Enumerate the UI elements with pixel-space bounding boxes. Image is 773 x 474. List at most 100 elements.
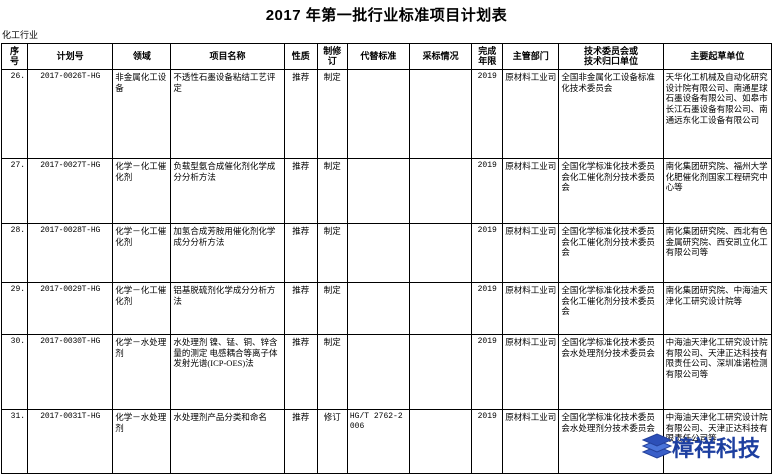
cell-adoption: [408, 281, 473, 335]
cell-field: 化学－化工催化剂: [112, 281, 172, 335]
cell-revise: 制定: [316, 222, 348, 283]
cell-replaced-standard: [346, 68, 411, 159]
table-row: 29. 2017-0029T-HG 化学－化工催化剂 铝基脱硫剂化学成分分析方法…: [0, 281, 773, 335]
header-deadline-line1: 完成: [478, 46, 497, 56]
cell-deadline: 2019: [471, 408, 504, 474]
cell-seq: 27.: [0, 157, 29, 224]
standards-plan-table: 序 号 计划号 领域 项目名称 性质 制修 订 代替标准 采标情况 完成 年限 …: [0, 43, 773, 474]
header-seq-line2: 号: [10, 56, 20, 67]
cell-replaced-standard: [346, 333, 411, 410]
cell-field: 非金属化工设备: [112, 68, 172, 159]
table-row: 27. 2017-0027T-HG 化学－化工催化剂 负载型氨合成催化剂化学成分…: [0, 157, 773, 224]
cell-department: 原材料工业司: [502, 68, 560, 159]
header-field: 领域: [112, 43, 172, 70]
cell-nature: 推荐: [283, 281, 318, 335]
cell-project-name: 负载型氨合成催化剂化学成分分析方法: [170, 157, 285, 224]
cell-technical-committee: 全国非金属化工设备标准化技术委员会: [558, 68, 664, 159]
cell-plan-no: 2017-0029T-HG: [27, 281, 114, 335]
header-plan-no: 计划号: [27, 43, 114, 70]
cell-technical-committee: 全国化学标准化技术委员会化工催化剂分技术委员会: [558, 222, 664, 283]
cell-deadline: 2019: [471, 333, 504, 410]
table-row: 28. 2017-0028T-HG 化学－化工催化剂 加氢合成芳胺用催化剂化学成…: [0, 222, 773, 283]
cell-field: 化学－水处理剂: [112, 408, 172, 474]
header-deadline-line2: 年限: [478, 56, 497, 67]
cell-technical-committee: 全国化学标准化技术委员会化工催化剂分技术委员会: [558, 281, 664, 335]
cell-department: 原材料工业司: [502, 281, 560, 335]
table-row: 30. 2017-0030T-HG 化学－水处理剂 水处理剂 镍、锰、铜、锌含量…: [0, 333, 773, 410]
cell-revise: 修订: [316, 408, 348, 474]
cell-department: 原材料工业司: [502, 222, 560, 283]
cell-project-name: 水处理剂 镍、锰、铜、锌含量的测定 电感耦合等离子体发射光谱(ICP-OES)法: [170, 333, 285, 410]
cell-revise: 制定: [316, 157, 348, 224]
header-project-name: 项目名称: [170, 43, 285, 70]
cell-plan-no: 2017-0027T-HG: [27, 157, 114, 224]
cell-revise: 制定: [316, 333, 348, 410]
cell-revise: 制定: [316, 281, 348, 335]
cell-drafting-units: 南化集团研究院、福州大学化肥催化剂国家工程研究中心等: [662, 157, 773, 224]
cell-seq: 30.: [0, 333, 29, 410]
cell-replaced-standard: [346, 222, 411, 283]
cell-nature: 推荐: [283, 157, 318, 224]
cell-seq: 31.: [0, 408, 29, 474]
cell-drafting-units: 中海油天津化工研究设计院有限公司、天津正达科技有限责任公司等: [662, 408, 773, 474]
cell-adoption: [408, 222, 473, 283]
header-revise: 制修 订: [316, 43, 348, 70]
cell-project-name: 不透性石墨设备粘结工艺评定: [170, 68, 285, 159]
header-deadline: 完成 年限: [471, 43, 504, 70]
cell-seq: 26.: [0, 68, 29, 159]
cell-plan-no: 2017-0028T-HG: [27, 222, 114, 283]
header-adoption: 采标情况: [408, 43, 473, 70]
cell-drafting-units: 天华化工机械及自动化研究设计院有限公司、南通星球石墨设备有限公司、如皋市长江石墨…: [662, 68, 773, 159]
cell-replaced-standard: [346, 281, 411, 335]
cell-technical-committee: 全国化学标准化技术委员会化工催化剂分技术委员会: [558, 157, 664, 224]
cell-drafting-units: 南化集团研究院、西北有色金属研究院、西安凯立化工有限公司等: [662, 222, 773, 283]
cell-adoption: [408, 333, 473, 410]
cell-adoption: [408, 408, 473, 474]
cell-project-name: 加氢合成芳胺用催化剂化学成分分析方法: [170, 222, 285, 283]
cell-drafting-units: 中海油天津化工研究设计院有限公司、天津正达科技有限责任公司、深圳准诺检测有限公司…: [662, 333, 773, 410]
cell-nature: 推荐: [283, 68, 318, 159]
table-row: 31. 2017-0031T-HG 化学－水处理剂 水处理剂产品分类和命名 推荐…: [0, 408, 773, 474]
cell-technical-committee: 全国化学标准化技术委员会水处理剂分技术委员会: [558, 408, 664, 474]
cell-seq: 29.: [0, 281, 29, 335]
header-tc-line2: 技术归口单位: [584, 56, 639, 67]
header-replaced-standard: 代替标准: [346, 43, 411, 70]
header-drafting-units: 主要起草单位: [662, 43, 773, 70]
cell-adoption: [408, 157, 473, 224]
cell-department: 原材料工业司: [502, 157, 560, 224]
cell-plan-no: 2017-0026T-HG: [27, 68, 114, 159]
cell-department: 原材料工业司: [502, 333, 560, 410]
header-seq-line1: 序: [10, 46, 20, 56]
cell-deadline: 2019: [471, 222, 504, 283]
cell-project-name: 铝基脱硫剂化学成分分析方法: [170, 281, 285, 335]
table-header-row: 序 号 计划号 领域 项目名称 性质 制修 订 代替标准 采标情况 完成 年限 …: [0, 43, 773, 70]
cell-field: 化学－化工催化剂: [112, 222, 172, 283]
cell-nature: 推荐: [283, 333, 318, 410]
cell-seq: 28.: [0, 222, 29, 283]
cell-deadline: 2019: [471, 68, 504, 159]
cell-technical-committee: 全国化学标准化技术委员会水处理剂分技术委员会: [558, 333, 664, 410]
cell-adoption: [408, 68, 473, 159]
cell-plan-no: 2017-0031T-HG: [27, 408, 114, 474]
cell-nature: 推荐: [283, 222, 318, 283]
cell-department: 原材料工业司: [502, 408, 560, 474]
cell-plan-no: 2017-0030T-HG: [27, 333, 114, 410]
industry-label: 化工行业: [2, 30, 39, 40]
cell-deadline: 2019: [471, 281, 504, 335]
header-technical-committee: 技术委员会或 技术归口单位: [558, 43, 664, 70]
cell-replaced-standard: [346, 157, 411, 224]
header-nature: 性质: [283, 43, 318, 70]
cell-revise: 制定: [316, 68, 348, 159]
cell-field: 化学－化工催化剂: [112, 157, 172, 224]
cell-project-name: 水处理剂产品分类和命名: [170, 408, 285, 474]
cell-field: 化学－水处理剂: [112, 333, 172, 410]
table-row: 26. 2017-0026T-HG 非金属化工设备 不透性石墨设备粘结工艺评定 …: [0, 68, 773, 159]
cell-replaced-standard: HG/T 2762-2006: [346, 408, 411, 474]
header-seq: 序 号: [0, 43, 29, 70]
page-title: 2017 年第一批行业标准项目计划表: [265, 7, 508, 24]
cell-drafting-units: 南化集团研究院、中海油天津化工研究设计院等: [662, 281, 773, 335]
header-tc-line1: 技术委员会或: [584, 46, 639, 56]
header-revise-line2: 订: [327, 56, 337, 67]
cell-deadline: 2019: [471, 157, 504, 224]
cell-nature: 推荐: [283, 408, 318, 474]
